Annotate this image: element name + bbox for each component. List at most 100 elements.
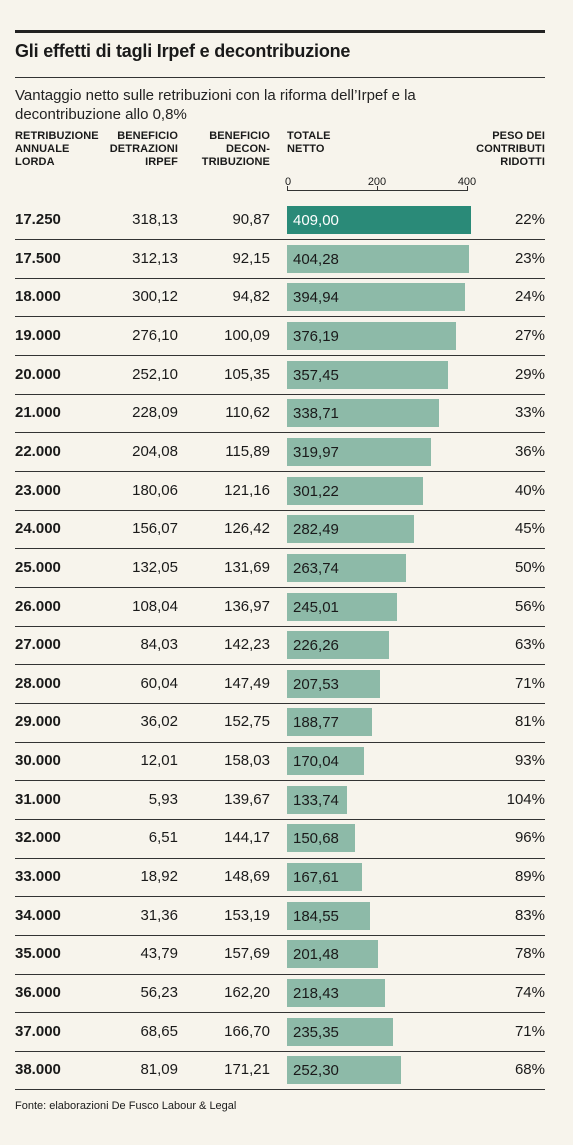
header-irpef-line: DETRAZIONI: [109, 143, 178, 155]
header-weight-line: PESO DEI: [492, 130, 545, 142]
total-bar: 409,00: [287, 206, 472, 234]
income-cell: 25.000: [15, 558, 61, 576]
income-cell: 34.000: [15, 906, 61, 924]
decontribution-benefit-cell: 121,16: [224, 481, 270, 499]
total-bar: 226,26: [287, 631, 389, 660]
total-bar-label: 404,28: [293, 250, 339, 268]
total-bar-label: 184,55: [293, 907, 339, 925]
income-cell: 18.000: [15, 288, 61, 306]
decontribution-benefit-cell: 147,49: [224, 674, 270, 692]
contribution-weight-cell: 83%: [514, 906, 545, 924]
total-bar: 150,68: [287, 824, 355, 853]
total-bar: 301,22: [287, 476, 423, 505]
irpef-benefit-cell: 156,07: [132, 520, 178, 538]
income-cell: 36.000: [15, 984, 61, 1001]
total-bar-label: 218,43: [293, 985, 339, 1002]
header-irpef-line: BENEFICIO: [117, 130, 178, 142]
irpef-benefit-cell: 228,09: [132, 404, 178, 422]
total-bar-label: 357,45: [293, 366, 339, 384]
total-bar-label: 133,74: [293, 791, 339, 809]
total-bar: 245,01: [287, 592, 398, 621]
income-cell: 19.000: [15, 326, 61, 344]
contribution-weight-cell: 71%: [514, 674, 545, 692]
header-decon-line: BENEFICIO: [209, 130, 270, 142]
decontribution-benefit-cell: 153,19: [224, 906, 270, 924]
header-decon: BENEFICIO DECON- TRIBUZIONE: [190, 130, 270, 169]
contribution-weight-cell: 36%: [514, 442, 545, 460]
total-bar-label: 245,01: [293, 598, 339, 616]
row-separator: [15, 664, 545, 666]
irpef-benefit-cell: 108,04: [132, 597, 178, 615]
income-cell: 31.000: [15, 790, 61, 808]
decontribution-benefit-cell: 166,70: [224, 1022, 270, 1040]
decontribution-benefit-cell: 139,67: [224, 790, 270, 808]
irpef-benefit-cell: 6,51: [148, 829, 178, 847]
row-separator: [15, 355, 545, 357]
irpef-benefit-cell: 84,03: [140, 636, 178, 654]
row-separator: [15, 896, 545, 898]
header-weight-line: CONTRIBUTI: [476, 143, 545, 155]
total-bar-label: 338,71: [293, 405, 339, 423]
irpef-benefit-cell: 5,93: [148, 790, 178, 808]
income-cell: 35.000: [15, 945, 61, 963]
contribution-weight-cell: 33%: [514, 404, 545, 422]
total-bar-label: 207,53: [293, 675, 339, 693]
contribution-weight-cell: 27%: [514, 326, 545, 344]
total-bar-label: 282,49: [293, 521, 339, 539]
contribution-weight-cell: 50%: [514, 558, 545, 576]
row-separator: [15, 780, 545, 782]
header-income-line: ANNUALE: [15, 143, 70, 155]
row-separator: [15, 239, 545, 241]
income-cell: 38.000: [15, 1061, 61, 1079]
decontribution-benefit-cell: 94,82: [232, 288, 270, 306]
chart-subtitle: Vantaggio netto sulle retribuzioni con l…: [15, 87, 416, 123]
total-bar: 263,74: [287, 553, 406, 582]
total-bar-label: 201,48: [293, 946, 339, 964]
decontribution-benefit-cell: 92,15: [232, 249, 270, 267]
title-rule: [15, 77, 545, 78]
total-bar-label: 235,35: [293, 1023, 339, 1041]
total-bar: 319,97: [287, 437, 431, 466]
total-bar: 207,53: [287, 669, 381, 698]
x-axis-tick: [467, 186, 468, 191]
income-cell: 26.000: [15, 597, 61, 615]
decontribution-benefit-cell: 100,09: [224, 326, 270, 344]
total-bar: 188,77: [287, 708, 372, 737]
contribution-weight-cell: 68%: [514, 1061, 545, 1079]
irpef-benefit-cell: 276,10: [132, 326, 178, 344]
income-cell: 33.000: [15, 868, 61, 886]
decontribution-benefit-cell: 152,75: [224, 713, 270, 731]
row-separator: [15, 277, 545, 279]
irpef-benefit-cell: 81,09: [140, 1061, 178, 1079]
total-bar: 133,74: [287, 785, 348, 814]
row-separator: [15, 702, 545, 704]
row-separator: [15, 741, 545, 743]
header-total: TOTALE NETTO: [287, 130, 331, 156]
total-bar: 394,94: [287, 283, 465, 312]
income-cell: 23.000: [15, 481, 61, 499]
header-income-line: LORDA: [15, 156, 55, 168]
row-separator: [15, 471, 545, 473]
header-total-line: NETTO: [287, 143, 325, 155]
income-cell: 30.000: [15, 752, 61, 770]
irpef-benefit-cell: 56,23: [140, 984, 178, 1001]
header-total-line: TOTALE: [287, 130, 331, 142]
total-bar-label: 319,97: [293, 443, 339, 461]
income-cell: 17.500: [15, 249, 61, 267]
header-income-line: RETRIBUZIONE: [15, 130, 99, 142]
row-separator: [15, 432, 545, 434]
header-irpef: BENEFICIO DETRAZIONI IRPEF: [100, 130, 178, 169]
contribution-weight-cell: 74%: [514, 984, 545, 1001]
contribution-weight-cell: 81%: [514, 713, 545, 731]
x-tick-label: 200: [367, 176, 387, 188]
income-cell: 17.250: [15, 211, 61, 228]
row-separator: [15, 818, 545, 820]
total-bar: 184,55: [287, 901, 371, 930]
income-cell: 24.000: [15, 520, 61, 538]
header-weight-line: RIDOTTI: [500, 156, 545, 168]
decontribution-benefit-cell: 126,42: [224, 520, 270, 538]
decontribution-benefit-cell: 171,21: [224, 1061, 270, 1079]
contribution-weight-cell: 71%: [514, 1022, 545, 1040]
total-bar: 404,28: [287, 244, 469, 273]
decontribution-benefit-cell: 148,69: [224, 868, 270, 886]
